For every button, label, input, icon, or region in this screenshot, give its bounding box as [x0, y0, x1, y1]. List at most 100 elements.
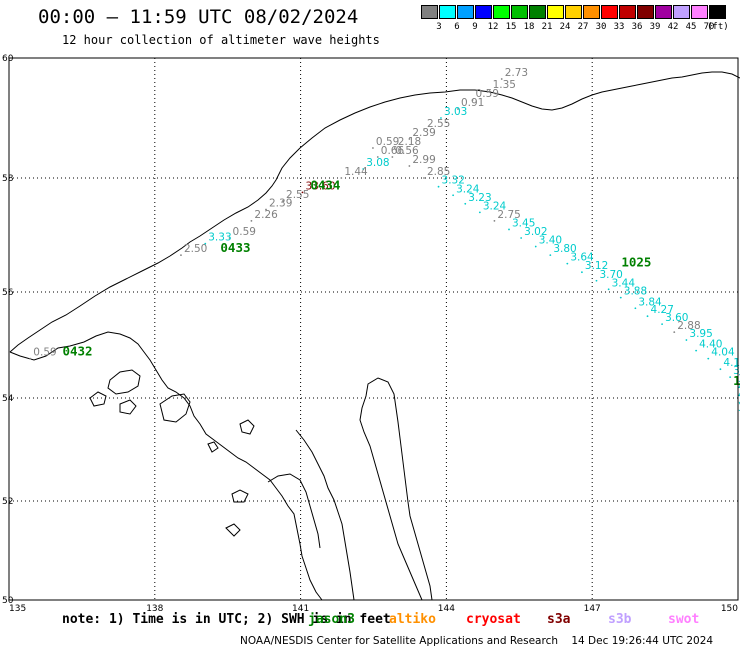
satellite-label: altiko — [389, 612, 436, 627]
legend-unit: (ft) — [707, 22, 729, 32]
track-point — [452, 194, 455, 197]
pass-time-label: 1025 — [621, 254, 651, 269]
y-tick-label: 58 — [2, 174, 14, 184]
observation-label: 3.03 — [444, 106, 467, 118]
track-point — [508, 228, 510, 231]
legend-swatch — [619, 5, 636, 19]
satellite-label: s3a — [547, 612, 571, 627]
legend-label: 3 — [436, 22, 442, 32]
legend-swatch — [565, 5, 582, 19]
legend-label: 21 — [541, 22, 553, 32]
track-point — [282, 200, 284, 202]
island-bay — [159, 393, 191, 423]
observation-label: 0.59 — [233, 226, 256, 238]
observation-label: 3.45 — [512, 217, 535, 229]
track-point — [729, 376, 732, 379]
legend-label: 42 — [667, 22, 679, 32]
satellite-label: s3b — [608, 612, 632, 627]
track-point — [301, 191, 304, 194]
y-tick-label: 52 — [2, 497, 13, 507]
legend-label: 33 — [613, 22, 625, 32]
observation-label: 0.59 — [476, 88, 499, 100]
track-point — [340, 177, 343, 179]
track-point — [376, 156, 379, 158]
legend-swatch — [493, 5, 510, 19]
legend-label: 36 — [631, 22, 643, 32]
legend-swatch — [457, 5, 474, 19]
observation-label: 2.88 — [677, 320, 700, 332]
observation-label: 3.43 — [733, 365, 740, 377]
track-point — [265, 208, 267, 211]
legend-label: 15 — [505, 22, 517, 32]
coastline — [9, 71, 740, 601]
track-point — [228, 237, 231, 239]
axis-ticks: 135 138 141 144 147 150 60 58 56 54 52 50 — [2, 54, 738, 614]
observation-label: 3.24 — [483, 200, 507, 212]
observation-label: 3.12 — [585, 260, 608, 272]
observation-label: 0.66 — [381, 145, 405, 157]
track-point — [437, 185, 440, 188]
track-point — [464, 202, 467, 205]
pass-time-label: 1 — [733, 373, 740, 388]
x-tick-label: 144 — [438, 604, 455, 614]
track-point — [673, 331, 676, 333]
legend-swatch — [475, 5, 492, 19]
track-point — [478, 211, 481, 214]
pass-time-label: 0432 — [62, 344, 92, 359]
coastline-west — [9, 331, 323, 601]
legend-swatch — [601, 5, 618, 19]
map-frame — [8, 57, 739, 601]
legend-swatch — [511, 5, 528, 19]
observation-label: 33.60 — [305, 180, 335, 192]
observation-label: 2.75 — [497, 209, 520, 221]
y-tick-label: 54 — [2, 394, 14, 404]
track-point — [646, 315, 649, 318]
observation-label: 3.24 — [456, 183, 480, 195]
track-point — [566, 262, 569, 265]
legend-label: 45 — [685, 22, 697, 32]
observation-label: 4.13 — [723, 357, 740, 369]
observation-label: 3.0 — [738, 394, 740, 406]
track-point — [685, 339, 688, 341]
track-point — [549, 254, 552, 256]
observation-label: 2.26 — [254, 209, 278, 221]
track-point — [457, 108, 459, 110]
x-tick-label: 138 — [146, 604, 163, 614]
observation-label: 2.39 — [412, 127, 435, 139]
satellite-label: jason3 — [308, 612, 355, 627]
track-point — [204, 242, 207, 245]
legend-swatch — [547, 5, 564, 19]
observation-label: 2.18 — [398, 136, 421, 148]
island-small-6 — [225, 523, 241, 537]
y-tick-label: 56 — [2, 288, 14, 298]
pass-time-labels: 0434 0433 0432 1025 1 — [62, 177, 740, 387]
track-point — [180, 254, 182, 256]
observation-label: 3.32 — [442, 175, 465, 187]
observation-label: 0.56 — [395, 145, 419, 157]
track-point — [471, 99, 474, 101]
legend-label: 12 — [487, 22, 499, 32]
track-point — [619, 296, 622, 299]
coastline-amur — [295, 429, 355, 601]
track-point — [695, 349, 698, 352]
observation-label: 3.95 — [689, 328, 712, 340]
track-point — [500, 78, 503, 80]
observation-label: 3.02 — [524, 226, 547, 238]
observation-label: 2.99 — [412, 154, 435, 166]
observation-label: 3.88 — [624, 286, 647, 298]
observation-label: 4.40 — [699, 339, 722, 351]
y-tick-label: 60 — [2, 54, 14, 64]
legend-label: 6 — [454, 22, 460, 32]
observation-label: 2.55 — [286, 189, 309, 201]
observation-label: 3.80 — [553, 243, 576, 255]
observation-label: 4.04 — [711, 347, 735, 359]
legend-label: 18 — [523, 22, 535, 32]
coastline-north — [9, 71, 740, 353]
track-point — [393, 147, 396, 149]
wave-height-observations: 2.731.350.590.913.032.552.392.180.590.66… — [33, 67, 740, 414]
island-big — [107, 369, 141, 395]
legend-swatch — [439, 5, 456, 19]
legend-label: 27 — [577, 22, 589, 32]
legend-swatch — [421, 5, 438, 19]
